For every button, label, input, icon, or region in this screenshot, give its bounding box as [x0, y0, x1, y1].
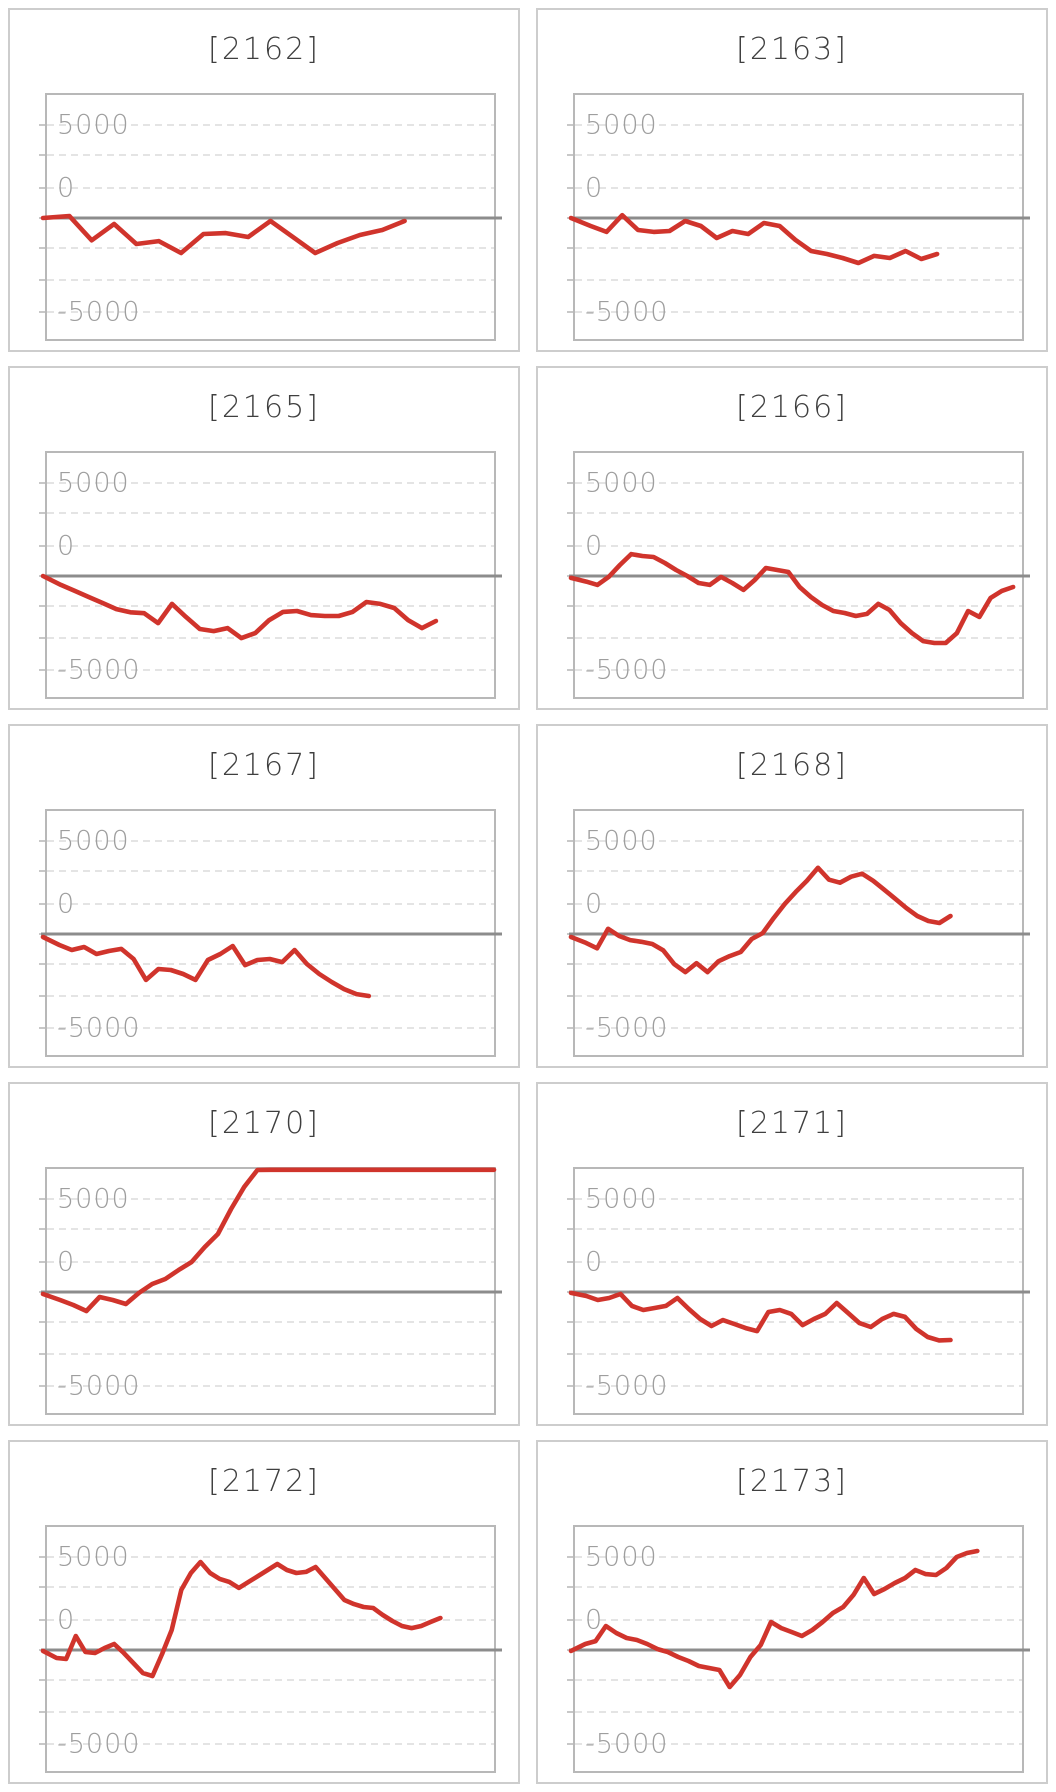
plot-area: 5000 0 -5000 — [39, 93, 502, 341]
y-axis-label-neg-5000: -5000 — [585, 1728, 669, 1760]
data-line — [568, 1548, 980, 1690]
chart-title: [2170] — [208, 1106, 320, 1141]
y-axis-label-5000: 5000 — [585, 109, 658, 141]
data-line — [568, 1290, 953, 1343]
plot-area: 5000 0 -5000 — [39, 1525, 502, 1773]
y-axis-label-neg-5000: -5000 — [57, 1370, 141, 1402]
chart-card: [2163] 5000 0 -5000 — [536, 8, 1048, 352]
data-line — [568, 865, 953, 975]
chart-card: [2171] 5000 0 -5000 — [536, 1082, 1048, 1426]
y-axis-label-0: 0 — [585, 1604, 604, 1636]
y-axis-label-5000: 5000 — [585, 467, 658, 499]
chart-card: [2172] 5000 0 -5000 — [8, 1440, 520, 1784]
data-line — [568, 551, 1016, 646]
y-axis-label-0: 0 — [57, 172, 76, 204]
y-axis-label-5000: 5000 — [585, 1541, 658, 1573]
chart-title: [2166] — [736, 390, 848, 425]
plot-area: 5000 0 -5000 — [567, 1167, 1030, 1415]
plot-area: 5000 0 -5000 — [39, 809, 502, 1057]
data-line — [40, 213, 407, 256]
y-axis-label-neg-5000: -5000 — [57, 1012, 141, 1044]
data-line — [40, 573, 439, 641]
y-axis-label-neg-5000: -5000 — [585, 654, 669, 686]
y-axis-label-0: 0 — [57, 1246, 76, 1278]
y-axis-label-neg-5000: -5000 — [585, 296, 669, 328]
y-axis-label-5000: 5000 — [585, 1183, 658, 1215]
y-axis-label-0: 0 — [57, 530, 76, 562]
chart-card: [2166] 5000 0 -5000 — [536, 366, 1048, 710]
y-axis-label-neg-5000: -5000 — [585, 1012, 669, 1044]
data-line — [40, 934, 372, 999]
chart-title: [2162] — [208, 32, 320, 67]
chart-card: [2173] 5000 0 -5000 — [536, 1440, 1048, 1784]
y-axis-label-0: 0 — [585, 1246, 604, 1278]
plot-area: 5000 0 -5000 — [39, 451, 502, 699]
y-axis-label-0: 0 — [57, 1604, 76, 1636]
chart-title: [2171] — [736, 1106, 848, 1141]
chart-title: [2165] — [208, 390, 320, 425]
plot-area: 5000 0 -5000 — [567, 1525, 1030, 1773]
chart-card: [2165] 5000 0 -5000 — [8, 366, 520, 710]
data-line — [568, 212, 940, 266]
y-axis-label-5000: 5000 — [57, 109, 130, 141]
chart-title: [2163] — [736, 32, 848, 67]
y-axis-label-5000: 5000 — [57, 1183, 130, 1215]
chart-card: [2170] 5000 0 -5000 — [8, 1082, 520, 1426]
chart-title: [2172] — [208, 1464, 320, 1499]
plot-area: 5000 0 -5000 — [567, 809, 1030, 1057]
y-axis-label-neg-5000: -5000 — [57, 296, 141, 328]
y-axis-label-neg-5000: -5000 — [57, 1728, 141, 1760]
y-axis-label-5000: 5000 — [585, 825, 658, 857]
chart-card: [2168] 5000 0 -5000 — [536, 724, 1048, 1068]
chart-card: [2167] 5000 0 -5000 — [8, 724, 520, 1068]
chart-title: [2173] — [736, 1464, 848, 1499]
data-line — [40, 1559, 443, 1679]
plot-area: 5000 0 -5000 — [567, 451, 1030, 699]
plot-area: 5000 0 -5000 — [39, 1167, 502, 1415]
chart-title: [2167] — [208, 748, 320, 783]
data-line — [40, 1167, 497, 1314]
y-axis-label-5000: 5000 — [57, 1541, 130, 1573]
y-axis-label-0: 0 — [585, 888, 604, 920]
y-axis-label-0: 0 — [57, 888, 76, 920]
chart-card: [2162] 5000 0 -5000 — [8, 8, 520, 352]
y-axis-label-0: 0 — [585, 530, 604, 562]
y-axis-label-neg-5000: -5000 — [585, 1370, 669, 1402]
y-axis-label-5000: 5000 — [57, 825, 130, 857]
y-axis-label-neg-5000: -5000 — [57, 654, 141, 686]
chart-title: [2168] — [736, 748, 848, 783]
y-axis-label-5000: 5000 — [57, 467, 130, 499]
plot-area: 5000 0 -5000 — [567, 93, 1030, 341]
y-axis-label-0: 0 — [585, 172, 604, 204]
